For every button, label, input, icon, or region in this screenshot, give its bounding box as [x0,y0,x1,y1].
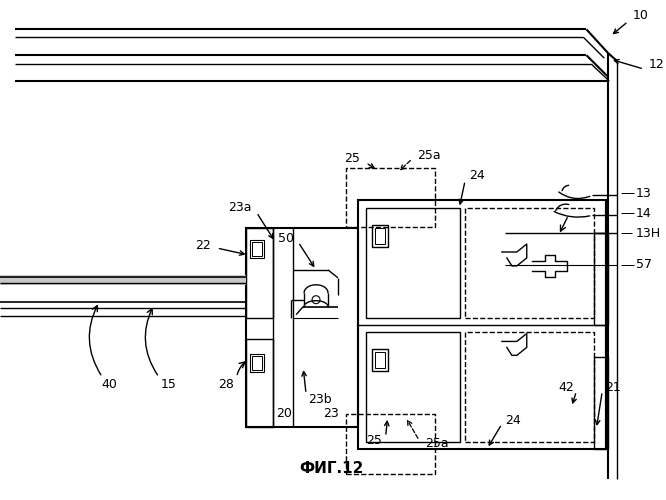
Text: 14: 14 [636,206,652,220]
Bar [246,228,273,318]
Text: 25a: 25a [418,149,441,162]
Bar [465,208,594,318]
Text: 20: 20 [276,408,292,420]
Text: 25a: 25a [426,438,449,450]
Text: 50: 50 [278,232,294,244]
Text: 13: 13 [636,187,652,200]
Text: 12: 12 [649,58,665,70]
Bar [372,225,388,247]
Text: 57: 57 [636,258,652,272]
Text: 40: 40 [101,378,117,390]
Bar [250,240,264,258]
Text: 22: 22 [195,238,210,252]
Text: 25: 25 [366,434,382,448]
Text: 25: 25 [344,152,360,165]
Bar [346,414,436,474]
Bar [246,228,358,427]
Text: 23b: 23b [308,392,332,406]
Text: 10: 10 [633,9,649,22]
Bar [594,358,608,449]
Bar [594,233,608,324]
Bar [358,200,606,449]
Bar [246,340,273,427]
Bar [372,350,388,372]
Bar [252,356,262,370]
Bar [375,228,385,244]
Bar [346,168,436,227]
Text: 24: 24 [469,169,485,182]
Bar [465,332,594,442]
Text: ФИГ.12: ФИГ.12 [299,461,363,476]
Text: 28: 28 [218,378,234,390]
Bar [250,354,264,372]
Bar [252,242,262,256]
Text: 13H: 13H [636,226,661,239]
Bar [366,208,460,318]
Bar [375,352,385,368]
Text: 21: 21 [605,380,621,394]
Text: 23: 23 [323,408,339,420]
Text: 24: 24 [505,414,521,428]
Bar [366,332,460,442]
Text: 42: 42 [559,380,575,394]
Text: 15: 15 [161,378,177,390]
Text: 23a: 23a [228,201,252,214]
